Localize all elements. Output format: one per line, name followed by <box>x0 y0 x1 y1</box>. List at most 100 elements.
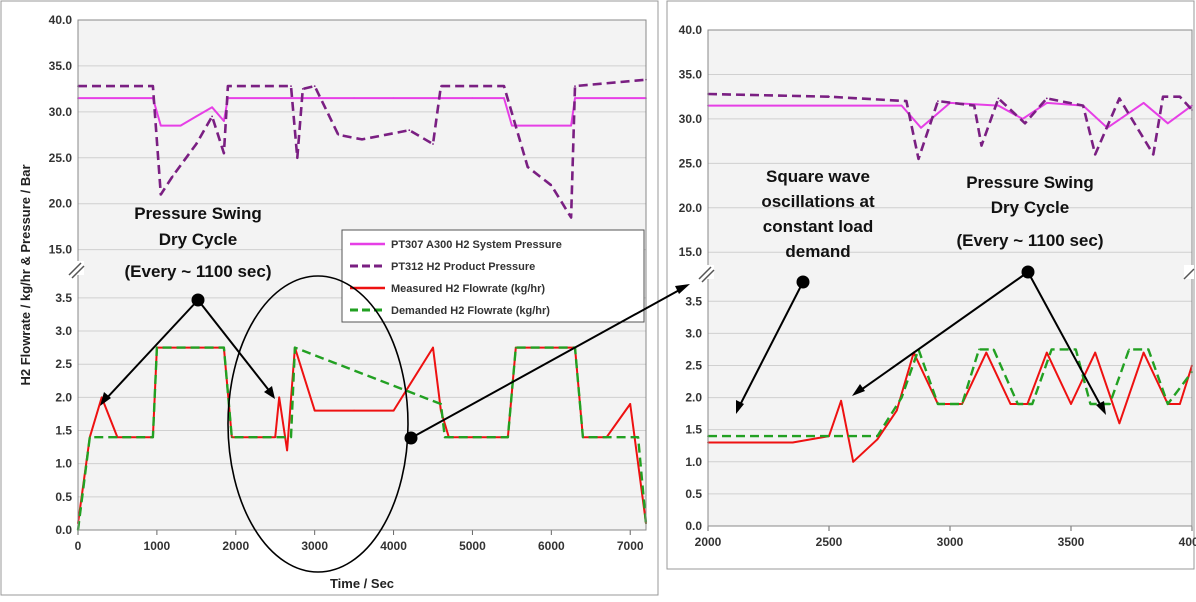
series-point <box>917 158 920 160</box>
series-point <box>1082 104 1084 107</box>
series-point <box>286 449 288 452</box>
y-tick-label-pressure: 15.0 <box>679 245 703 259</box>
series-point <box>503 85 505 87</box>
x-tick-label: 2000 <box>695 535 722 549</box>
series-point <box>978 348 980 351</box>
left-series-group <box>76 78 648 531</box>
y-tick-label-pressure: 35.0 <box>49 59 73 73</box>
series-point <box>920 126 922 129</box>
y-tick-label-flow: 2.0 <box>685 391 702 405</box>
series-point <box>980 144 983 147</box>
series-point <box>582 436 584 439</box>
series-point <box>1016 403 1019 405</box>
series-point <box>432 143 434 145</box>
arrow-left-1-head <box>100 392 111 406</box>
series-point <box>992 348 995 351</box>
right-tick-labels: 15.0 20.0 25.0 30.0 35.0 40.0 0.0 0.5 1.0 1.5 2.0 2… <box>679 23 1196 549</box>
y-tick-label-pressure: 25.0 <box>49 151 73 165</box>
series-point <box>507 436 509 439</box>
series-point <box>440 85 442 87</box>
series-point <box>1118 97 1121 100</box>
x-tick-label: 6000 <box>538 539 565 553</box>
series-point <box>290 97 292 99</box>
series-point <box>570 124 572 127</box>
series-point <box>361 138 363 141</box>
annotation-square-line2: oscillations at <box>761 192 875 211</box>
series-point <box>629 403 632 405</box>
series-point <box>152 85 154 87</box>
series-point <box>1050 348 1053 351</box>
series-point <box>159 193 162 196</box>
series-point <box>353 97 355 99</box>
series-point <box>227 85 229 87</box>
legend-box <box>341 229 645 323</box>
series-point <box>290 436 292 439</box>
left-axis-break <box>68 261 85 279</box>
series-point <box>1024 122 1026 125</box>
full-test-panel: 15.0 20.0 25.0 30.0 35.0 40.0 0.0 0.5 1.0 1.5 2.0 2… <box>18 13 648 591</box>
arrow-square <box>738 281 804 408</box>
series-point <box>937 100 939 102</box>
zoom-link-arrow-head <box>675 284 690 294</box>
series-point <box>852 460 855 463</box>
series-point <box>1166 122 1169 125</box>
y-tick-label-flow: 3.5 <box>55 291 72 305</box>
y-tick-label-pressure: 25.0 <box>679 156 703 170</box>
series-point <box>440 403 442 405</box>
series-point <box>211 115 214 118</box>
annotation-left-line2: Dry Cycle <box>159 230 237 249</box>
x-tick-label: 1000 <box>144 539 171 553</box>
series-point <box>1147 348 1150 351</box>
series-point <box>574 85 576 87</box>
series-point <box>301 88 304 90</box>
series-point <box>1179 95 1181 98</box>
series-point <box>179 124 182 127</box>
series-point <box>408 129 411 132</box>
legend-entry-demanded-flow: Demanded H2 Flowrate (kg/hr) <box>391 305 550 317</box>
x-tick-label: 2000 <box>222 539 249 553</box>
series-point <box>337 133 340 136</box>
series-point <box>570 216 572 219</box>
series-line-demanded-h2-flowrate-kg-hr <box>76 346 648 531</box>
left-x-axis-label: Time / Sec <box>330 576 394 591</box>
y-tick-label-flow: 0.5 <box>685 487 702 501</box>
series-point <box>432 346 434 349</box>
zoom-link-arrow <box>410 287 684 439</box>
series-point <box>159 124 162 127</box>
series-point <box>526 166 529 168</box>
series-point <box>294 346 296 349</box>
series-point <box>876 435 879 437</box>
series-point <box>1094 351 1097 354</box>
series-point <box>171 175 174 178</box>
right-plot-area <box>708 30 1192 526</box>
legend-entry-measured-flow: Measured H2 Flowrate (kg/hr) <box>391 283 545 295</box>
y-tick-label-flow: 2.5 <box>55 357 72 371</box>
y-tick-label-pressure: 40.0 <box>679 23 703 37</box>
x-tick-label: 2500 <box>816 535 843 549</box>
series-point <box>550 184 553 187</box>
y-tick-label-pressure: 15.0 <box>49 243 73 257</box>
arrow-right-1 <box>857 271 1029 393</box>
series-point <box>353 409 355 412</box>
series-point <box>514 346 517 349</box>
series-point <box>471 85 474 87</box>
series-point <box>895 409 898 412</box>
y-tick-label-flow: 0.0 <box>55 523 72 537</box>
series-point <box>828 95 830 98</box>
series-point <box>211 106 214 109</box>
series-point <box>1070 403 1072 405</box>
y-tick-label-flow: 3.0 <box>685 326 702 340</box>
annotation-right-line3: (Every ~ 1100 sec) <box>957 231 1104 250</box>
series-point <box>1045 351 1048 354</box>
series-point <box>274 436 277 439</box>
y-tick-label-pressure: 20.0 <box>49 197 73 211</box>
series-point <box>313 97 316 99</box>
arrow-left-2 <box>197 299 272 394</box>
series-point <box>223 152 225 155</box>
y-tick-label-pressure: 40.0 <box>49 13 73 27</box>
series-point <box>985 351 988 354</box>
legend: PT307 A300 H2 System Pressure PT312 H2 P… <box>341 229 645 323</box>
series-point <box>973 104 976 107</box>
series-point <box>290 85 292 87</box>
series-point <box>384 133 387 136</box>
